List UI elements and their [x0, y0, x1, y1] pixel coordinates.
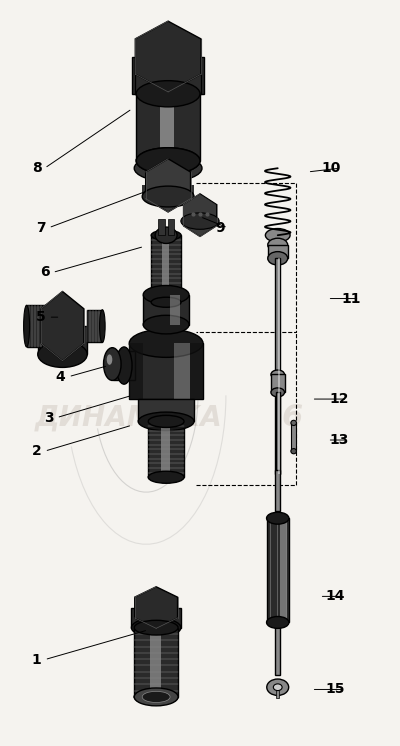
Ellipse shape: [136, 148, 200, 174]
Bar: [174, 343, 190, 399]
Text: 6: 6: [281, 403, 302, 432]
Ellipse shape: [155, 227, 177, 243]
Ellipse shape: [142, 186, 194, 207]
Polygon shape: [184, 194, 216, 236]
Polygon shape: [135, 587, 178, 628]
Ellipse shape: [291, 420, 296, 425]
Ellipse shape: [38, 342, 87, 368]
Ellipse shape: [268, 238, 288, 251]
Ellipse shape: [291, 448, 296, 454]
Bar: [129, 343, 142, 399]
Text: ДИНАМИКА: ДИНАМИКА: [34, 404, 222, 432]
Text: 10: 10: [322, 161, 341, 175]
Bar: [168, 219, 174, 235]
Bar: [138, 399, 194, 421]
Bar: [275, 257, 280, 474]
Ellipse shape: [134, 689, 178, 704]
Bar: [136, 94, 200, 161]
Bar: [266, 518, 289, 622]
Ellipse shape: [143, 316, 189, 334]
Ellipse shape: [132, 618, 181, 637]
Bar: [87, 310, 102, 342]
Bar: [164, 57, 182, 94]
Ellipse shape: [24, 305, 30, 347]
Text: 12: 12: [330, 392, 349, 406]
Text: 7: 7: [36, 221, 45, 235]
Ellipse shape: [148, 471, 184, 483]
Bar: [27, 305, 52, 347]
Text: 9: 9: [215, 221, 225, 235]
Bar: [268, 245, 288, 258]
Ellipse shape: [268, 251, 288, 265]
Bar: [158, 219, 164, 235]
Ellipse shape: [148, 416, 184, 427]
Bar: [150, 627, 160, 697]
Ellipse shape: [100, 310, 105, 342]
Ellipse shape: [143, 286, 189, 304]
Bar: [148, 421, 184, 477]
Ellipse shape: [267, 679, 289, 695]
Bar: [190, 343, 203, 399]
Bar: [291, 423, 296, 451]
Ellipse shape: [181, 213, 219, 229]
Ellipse shape: [142, 692, 170, 703]
Bar: [132, 57, 204, 94]
Ellipse shape: [136, 81, 200, 107]
Ellipse shape: [265, 228, 290, 242]
Bar: [142, 185, 194, 196]
Text: 4: 4: [56, 370, 65, 383]
Bar: [162, 235, 169, 302]
Ellipse shape: [273, 684, 282, 691]
Bar: [134, 627, 178, 697]
Bar: [151, 235, 181, 302]
Ellipse shape: [116, 347, 132, 384]
Ellipse shape: [271, 370, 284, 379]
Bar: [276, 392, 280, 474]
Bar: [278, 257, 280, 474]
Ellipse shape: [151, 231, 181, 240]
Text: 6: 6: [40, 266, 49, 280]
Bar: [132, 607, 181, 627]
Text: 1: 1: [32, 653, 42, 667]
Ellipse shape: [266, 616, 289, 628]
Bar: [143, 295, 189, 325]
Text: 8: 8: [32, 161, 42, 175]
Text: 5: 5: [36, 310, 46, 325]
Ellipse shape: [134, 688, 178, 706]
Text: 2: 2: [32, 444, 42, 458]
Text: 11: 11: [342, 292, 361, 306]
Bar: [170, 295, 180, 325]
Bar: [129, 343, 203, 399]
Polygon shape: [135, 21, 201, 92]
Ellipse shape: [136, 148, 200, 174]
Ellipse shape: [129, 329, 203, 357]
Bar: [160, 94, 174, 161]
Polygon shape: [41, 292, 84, 361]
Text: 14: 14: [326, 589, 345, 604]
Bar: [275, 470, 280, 511]
Ellipse shape: [134, 155, 202, 181]
Bar: [38, 326, 87, 354]
Circle shape: [107, 354, 112, 365]
Text: 13: 13: [330, 433, 349, 447]
Ellipse shape: [266, 513, 289, 524]
Text: 3: 3: [44, 411, 53, 424]
Ellipse shape: [271, 388, 284, 397]
Ellipse shape: [134, 620, 178, 635]
Bar: [271, 374, 284, 392]
Text: 15: 15: [326, 683, 345, 697]
Bar: [161, 421, 170, 477]
Bar: [275, 622, 280, 674]
Ellipse shape: [138, 412, 194, 430]
Bar: [280, 518, 287, 622]
Circle shape: [104, 348, 121, 380]
Bar: [113, 351, 135, 380]
Bar: [276, 687, 279, 698]
Polygon shape: [146, 159, 190, 212]
Ellipse shape: [151, 297, 181, 307]
